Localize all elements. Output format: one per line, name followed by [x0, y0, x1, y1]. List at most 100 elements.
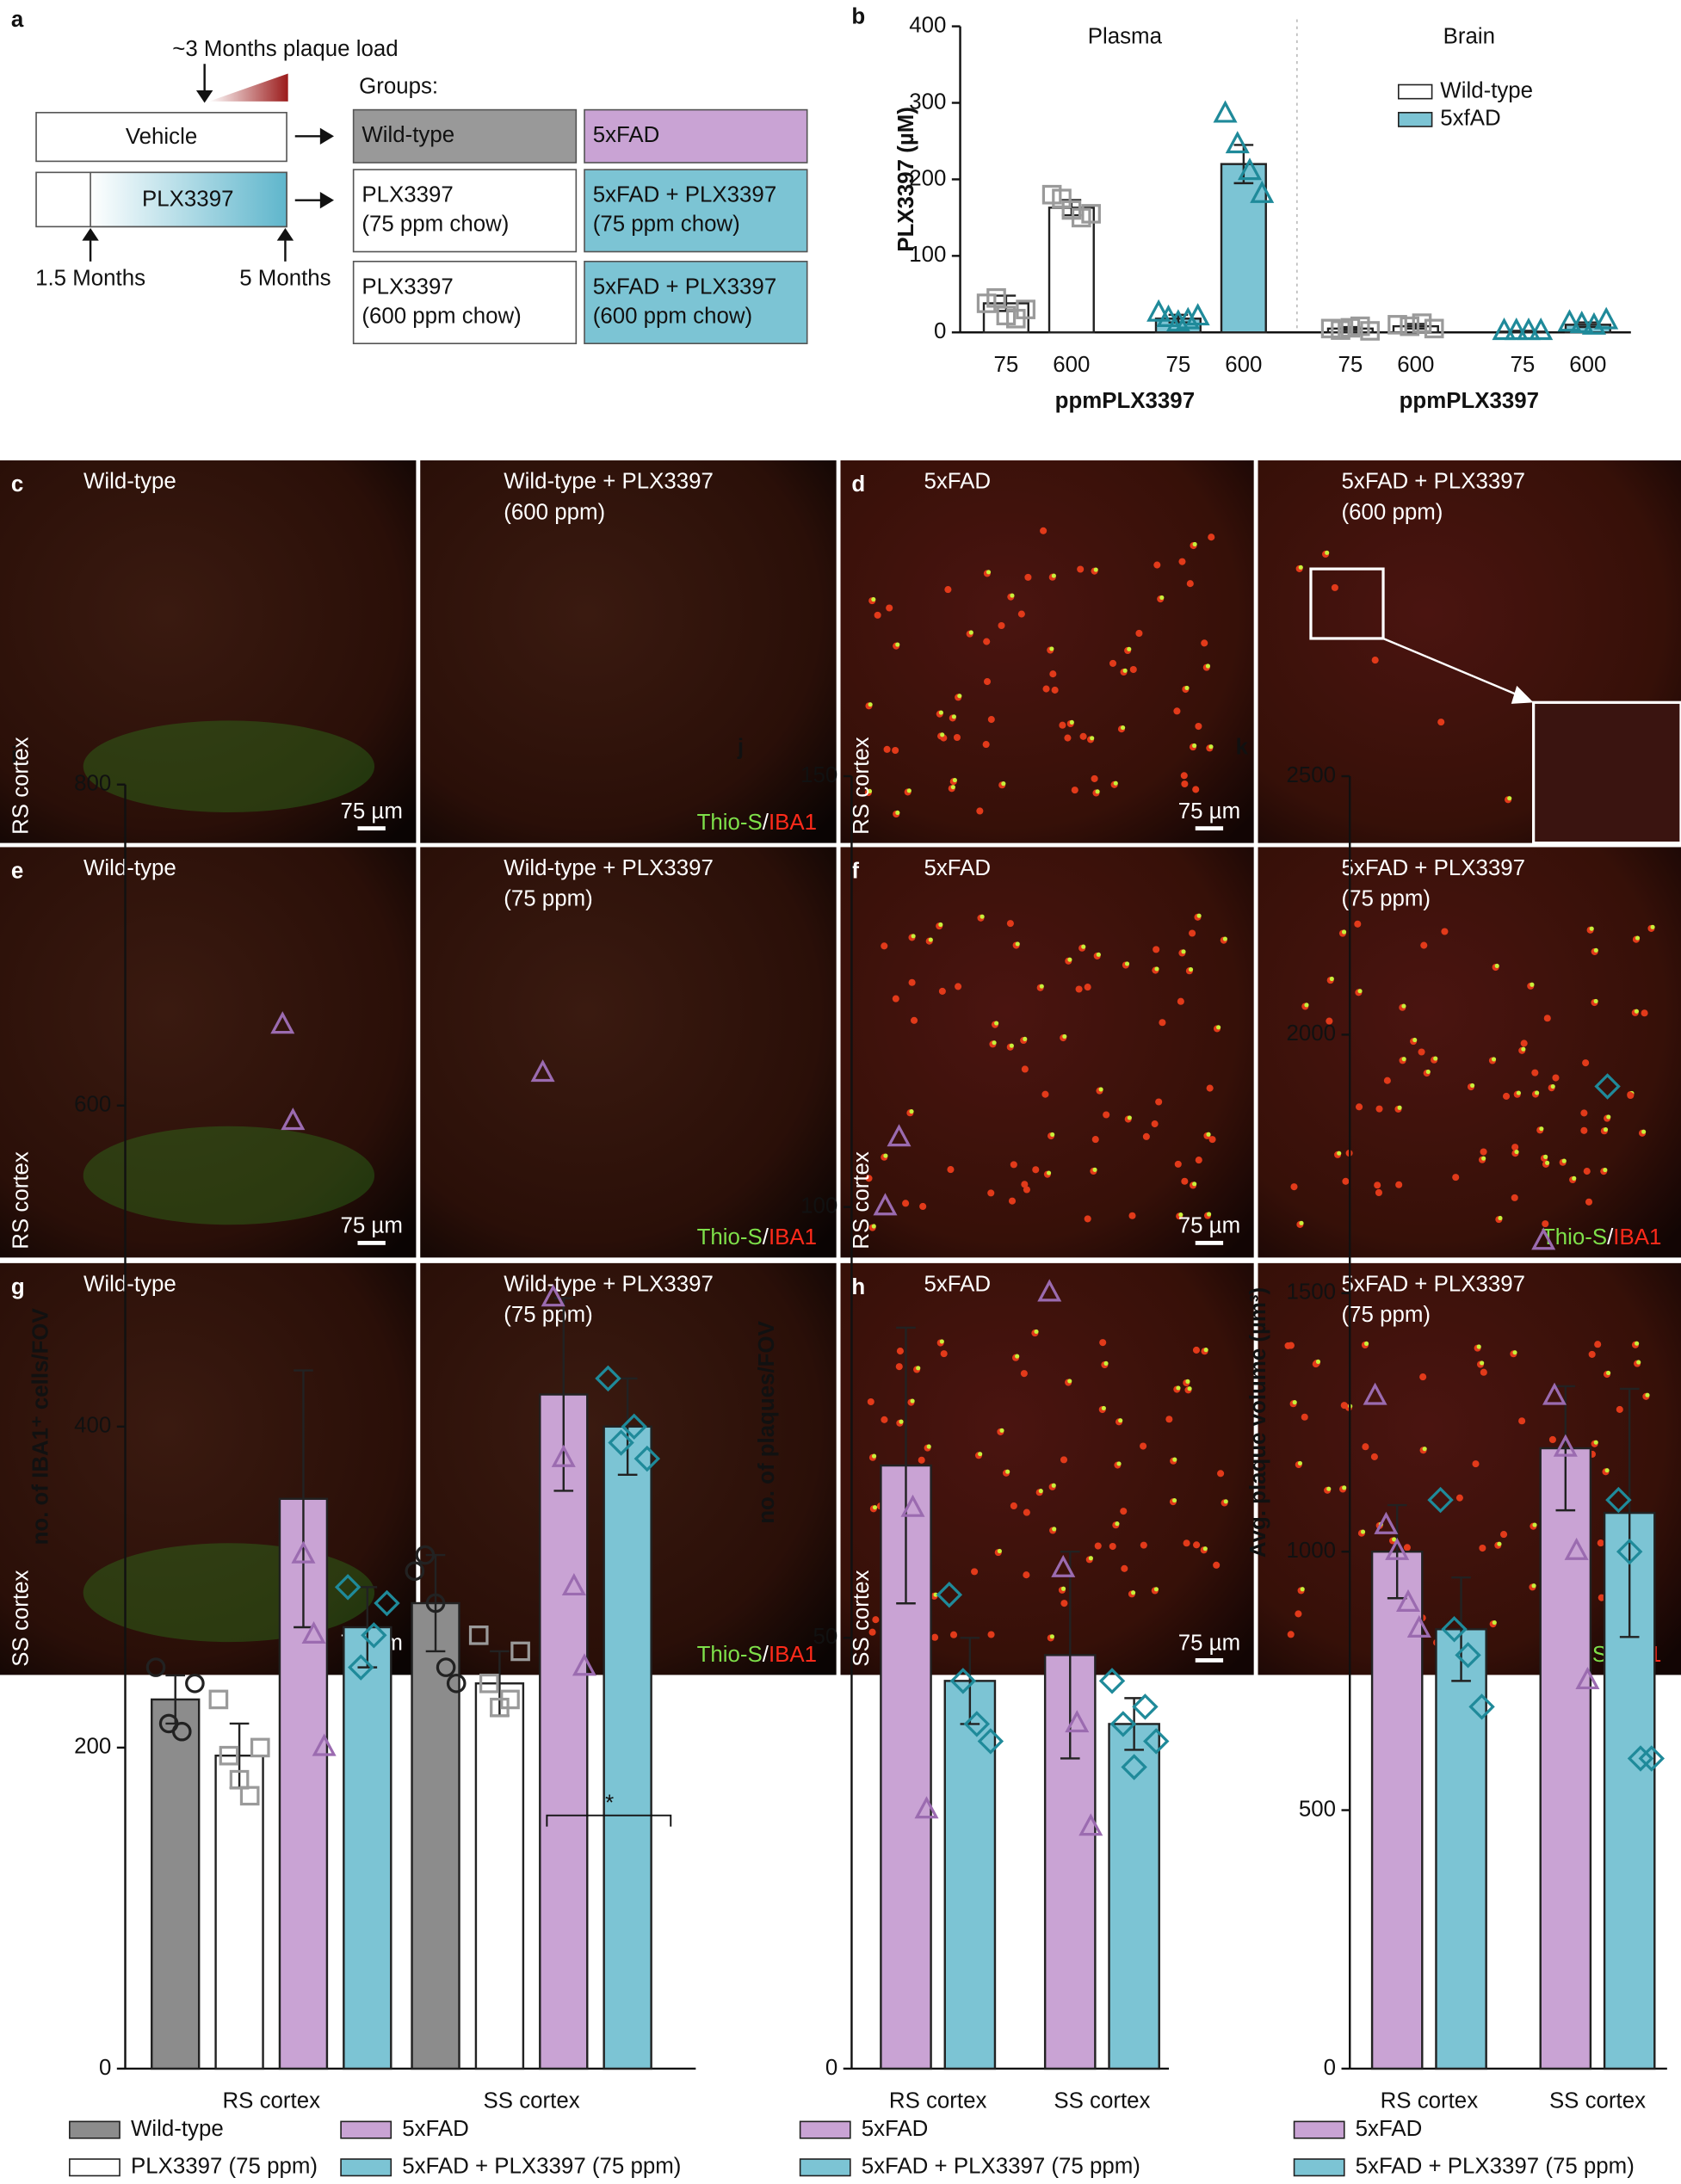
plaque-speckle — [1088, 1556, 1093, 1561]
y-tick-label: 2000 — [1287, 1021, 1337, 1046]
vehicle-label: Vehicle — [126, 125, 197, 149]
legend-label: 5xFAD — [862, 2117, 929, 2141]
legend-swatch — [799, 2158, 851, 2177]
plaque-speckle — [931, 1633, 939, 1641]
plaque-speckle — [871, 596, 876, 602]
plaque-speckle — [911, 1016, 918, 1024]
data-point — [1176, 306, 1201, 330]
plaque-speckle — [1181, 949, 1186, 954]
image-title: (75 ppm) — [1342, 887, 1431, 911]
data-point — [887, 1124, 912, 1147]
plaque-speckle — [918, 1456, 925, 1464]
plaque-speckle — [1079, 732, 1087, 740]
plaque-speckle — [1521, 1046, 1526, 1052]
data-point — [1387, 315, 1407, 335]
bar — [539, 1393, 589, 2070]
panel-letter: a — [11, 8, 24, 32]
data-point — [977, 1728, 1004, 1755]
plaque-speckle — [1207, 1212, 1212, 1217]
plaque-speckle — [1650, 924, 1655, 929]
plaque-speckle — [1545, 1160, 1550, 1165]
plaque-speckle — [1507, 796, 1512, 801]
plaque-speckle — [1177, 997, 1184, 1005]
data-point — [1037, 1279, 1062, 1302]
legend-label: Wild-type — [1440, 78, 1533, 102]
plaque-speckle — [1176, 1385, 1181, 1391]
data-point — [250, 1737, 270, 1758]
plaque-speckle — [1118, 1418, 1123, 1423]
data-point — [963, 1711, 991, 1737]
plaque-speckle — [1142, 1132, 1150, 1140]
panel-letter: j — [737, 735, 744, 759]
plaque-speckle — [1627, 1091, 1635, 1100]
data-point — [1616, 1538, 1643, 1565]
plaque-speckle — [1603, 1127, 1609, 1132]
plaque-speckle — [1023, 1186, 1030, 1194]
error-bar — [1555, 1385, 1576, 1512]
plaque-speckle — [1452, 1174, 1460, 1181]
plaque-speckle — [1585, 1198, 1593, 1206]
data-point — [425, 1593, 446, 1613]
plaque-speckle — [1395, 1181, 1403, 1188]
plaque-speckle — [1418, 1048, 1425, 1056]
plaque-speckle — [994, 1021, 999, 1026]
x-tick-label: SS cortex — [1054, 2089, 1150, 2113]
plaque-speckle — [1634, 1009, 1639, 1014]
x-tick-label: 600 — [1569, 353, 1606, 377]
plaque-speckle — [1455, 1494, 1463, 1502]
y-tick-label: 500 — [1299, 1797, 1336, 1821]
region-label: RS cortex — [9, 1151, 34, 1249]
plaque-speckle — [1001, 781, 1006, 787]
bar — [1539, 1447, 1592, 2070]
image-title: Wild-type + PLX3397 — [504, 470, 714, 494]
plaque-speckle — [1213, 1561, 1221, 1569]
x-tick-label: 75 — [994, 353, 1019, 377]
data-point — [1360, 321, 1380, 341]
plaque-speckle — [1103, 1360, 1109, 1366]
group-label: 5xFAD + PLX3397 — [593, 183, 776, 207]
plaque-speckle — [1049, 1634, 1054, 1639]
data-point — [900, 1494, 925, 1517]
image-title: (75 ppm) — [1342, 1303, 1431, 1327]
plaque-speckle — [1635, 1341, 1640, 1346]
plaque-speckle — [1196, 913, 1202, 918]
plaque-speckle — [1208, 534, 1215, 541]
plaque-speckle — [951, 714, 956, 719]
plaque-speckle — [1542, 1220, 1549, 1228]
plaque-speckle — [868, 702, 873, 707]
legend-label: Wild-type — [131, 2117, 224, 2141]
data-point — [208, 1689, 229, 1710]
plaque-speckle — [867, 1397, 874, 1406]
plaque-speckle — [1516, 1090, 1521, 1095]
group-label: (75 ppm chow) — [362, 213, 509, 237]
x-tick-label: 600 — [1053, 353, 1090, 377]
plaque-speckle — [1069, 719, 1074, 725]
plaque-speckle — [1201, 639, 1208, 647]
data-point — [1109, 1711, 1137, 1737]
y-axis-label: PLX3397 (µM) — [894, 107, 918, 252]
plaque-speckle — [1606, 1370, 1611, 1376]
plaque-speckle — [1548, 1435, 1556, 1444]
plaque-speckle — [886, 604, 893, 612]
data-point — [1065, 1710, 1090, 1733]
data-point — [1492, 318, 1517, 341]
y-axis-label: no. of IBA1⁺ cells/FOV — [28, 1307, 53, 1545]
x-tick-label: RS cortex — [889, 2089, 987, 2113]
data-point — [334, 1574, 362, 1601]
plaque-speckle — [1052, 1527, 1057, 1532]
panel-letter: d — [851, 472, 865, 497]
plaque-speckle — [939, 1339, 944, 1344]
image-title: (600 ppm) — [504, 500, 605, 524]
data-point — [510, 1641, 530, 1662]
plaque-speckle — [1021, 1181, 1029, 1188]
plaque-speckle — [1010, 593, 1015, 598]
stain-part: / — [763, 811, 769, 835]
data-point — [1132, 1694, 1159, 1720]
plaque-speckle — [992, 1040, 997, 1046]
plaque-speckle — [1084, 1215, 1091, 1223]
group-label: PLX3397 — [362, 275, 453, 299]
data-point — [1594, 306, 1619, 330]
plaque-speckle — [1103, 1111, 1110, 1119]
plaque-speckle — [1512, 1350, 1517, 1355]
plaque-speckle — [1208, 1136, 1216, 1144]
